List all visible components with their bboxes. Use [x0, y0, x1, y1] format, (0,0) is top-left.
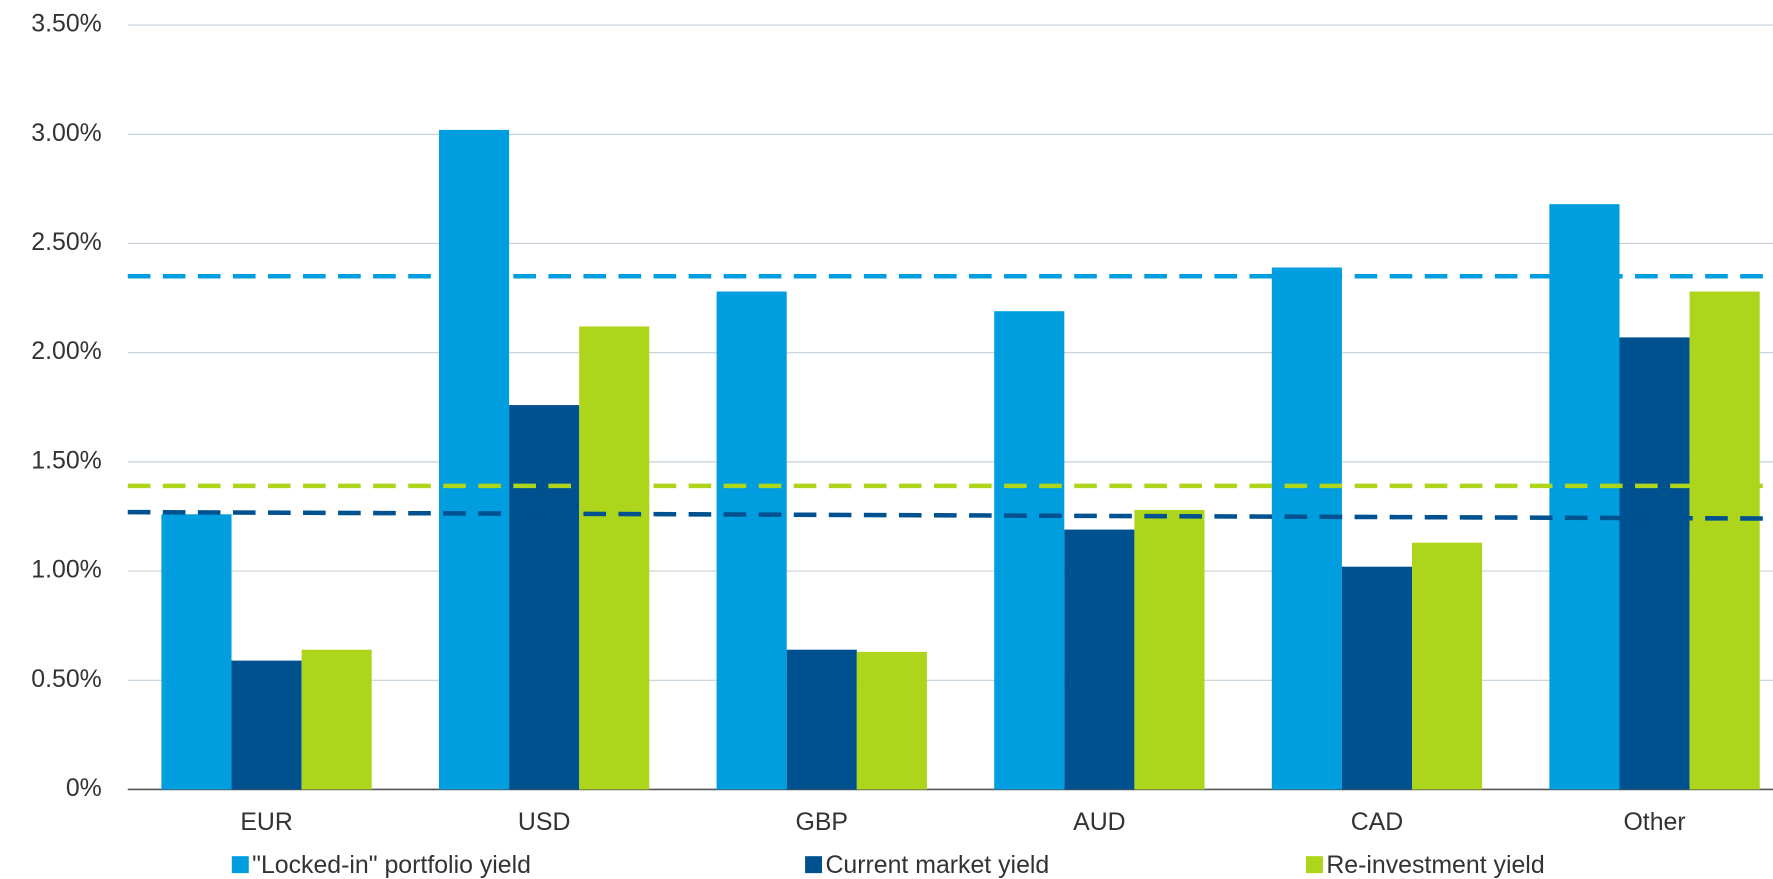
bar	[1271, 267, 1342, 790]
y-tick-label: 2.50%	[31, 228, 101, 256]
x-tick-label: GBP	[796, 808, 848, 836]
bar	[786, 649, 857, 790]
bar	[439, 129, 510, 790]
bar	[1619, 337, 1690, 790]
x-tick-label: EUR	[240, 808, 293, 836]
x-tick-label: AUD	[1073, 808, 1126, 836]
bar	[1689, 291, 1760, 790]
legend-label: Re-investment yield	[1326, 851, 1544, 879]
bar	[509, 405, 580, 790]
x-tick-label: Other	[1623, 808, 1685, 836]
bar	[231, 660, 302, 790]
bar	[1412, 542, 1483, 790]
y-tick-label: 0%	[66, 774, 102, 802]
x-tick-label: USD	[518, 808, 571, 836]
y-tick-label: 3.00%	[31, 119, 101, 147]
x-tick-label: CAD	[1351, 808, 1404, 836]
bar	[1064, 529, 1135, 790]
legend-label: Current market yield	[825, 851, 1049, 879]
bar	[994, 311, 1065, 790]
bar	[161, 514, 232, 790]
y-tick-label: 1.00%	[31, 556, 101, 584]
bar	[716, 291, 787, 790]
legend-label: "Locked-in" portfolio yield	[252, 851, 531, 879]
y-tick-label: 3.50%	[31, 10, 101, 38]
bar	[1549, 204, 1620, 790]
y-tick-label: 2.00%	[31, 337, 101, 365]
bar	[579, 326, 650, 790]
legend-swatch	[805, 856, 823, 874]
legend-swatch	[1306, 856, 1323, 874]
y-tick-label: 1.50%	[31, 446, 101, 474]
y-tick-label: 0.50%	[31, 665, 101, 693]
bar	[856, 651, 927, 790]
bar	[301, 649, 372, 790]
legend-swatch	[231, 856, 249, 874]
bar	[1134, 509, 1205, 790]
bar	[1341, 566, 1413, 790]
reference-line	[127, 509, 1773, 521]
